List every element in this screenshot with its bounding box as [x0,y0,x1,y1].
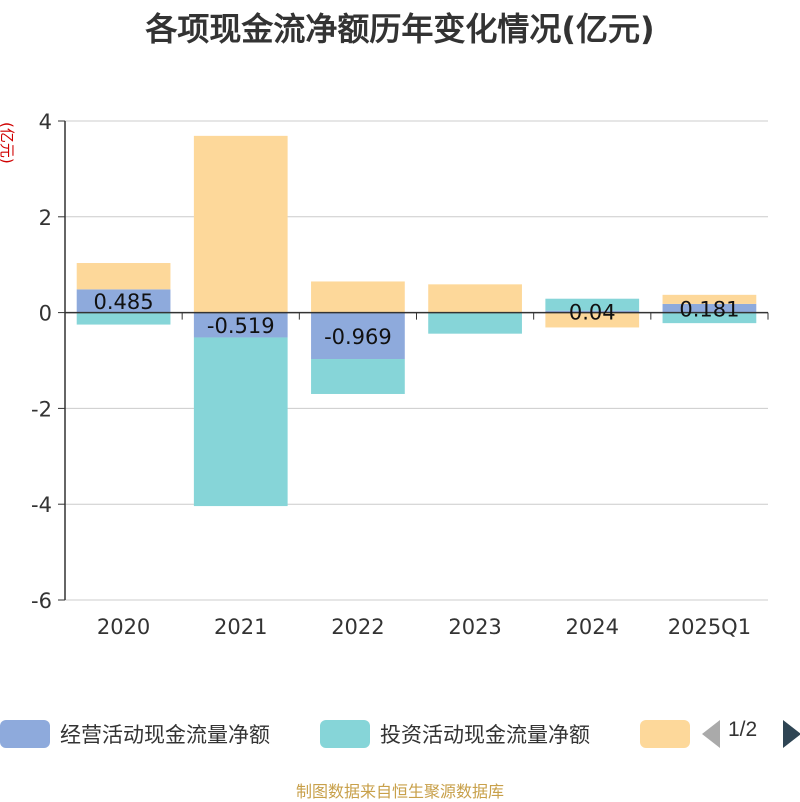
data-label: -0.519 [207,314,275,338]
bar-investing [193,337,288,507]
chart-title: 各项现金流净额历年变化情况(亿元) [145,10,655,48]
data-label: 0.181 [679,297,739,321]
legend-label-operating: 经营活动现金流量净额 [60,723,270,747]
bar-investing [428,312,522,334]
data-label: 0.485 [94,290,154,314]
x-tick-label: 2020 [97,615,150,639]
legend-item-investing[interactable]: 投资活动现金流量净额 [320,716,590,752]
x-tick-label: 2023 [448,615,501,639]
bar-financing [662,294,757,304]
data-label: 0.04 [569,301,616,325]
legend-swatch-investing [320,720,370,748]
source-note: 制图数据来自恒生聚源数据库 [295,782,504,801]
bar-financing [428,284,522,313]
legend-swatch-financing [640,720,690,748]
bar-operating [662,303,757,313]
y-axis-title: (亿元) [0,122,16,164]
legend-next-page-icon[interactable] [783,720,800,748]
x-tick-label: 2022 [331,615,384,639]
x-tick-label: 2024 [566,615,619,639]
y-tick-label: 4 [39,110,52,134]
bar-operating [193,312,288,338]
data-label: -0.969 [324,325,392,349]
y-tick-label: -6 [31,589,52,613]
bar-investing [76,312,171,325]
y-tick-label: 0 [39,302,52,326]
bar-operating [76,289,171,313]
legend-label-investing: 投资活动现金流量净额 [380,723,590,747]
bar-financing [545,312,640,328]
legend-page-indicator: 1/2 [728,718,758,741]
bar-investing [662,312,757,324]
x-tick-label: 2025Q1 [668,615,751,639]
legend-swatch-operating [0,720,50,748]
bar-operating [545,310,640,313]
legend: 经营活动现金流量净额 投资活动现金流量净额 [0,716,800,752]
bar-investing [545,298,640,311]
bar-operating [311,312,405,360]
bar-financing [311,281,405,313]
legend-item-financing[interactable] [640,716,700,752]
y-tick-label: -4 [31,493,52,517]
legend-prev-page-icon[interactable] [702,720,720,748]
x-tick-label: 2021 [214,615,267,639]
y-tick-label: -2 [31,397,52,421]
y-tick-label: 2 [39,206,52,230]
legend-item-operating[interactable]: 经营活动现金流量净额 [0,716,270,752]
bar-investing [311,359,405,394]
bar-financing [76,263,171,290]
bar-financing [193,135,288,313]
